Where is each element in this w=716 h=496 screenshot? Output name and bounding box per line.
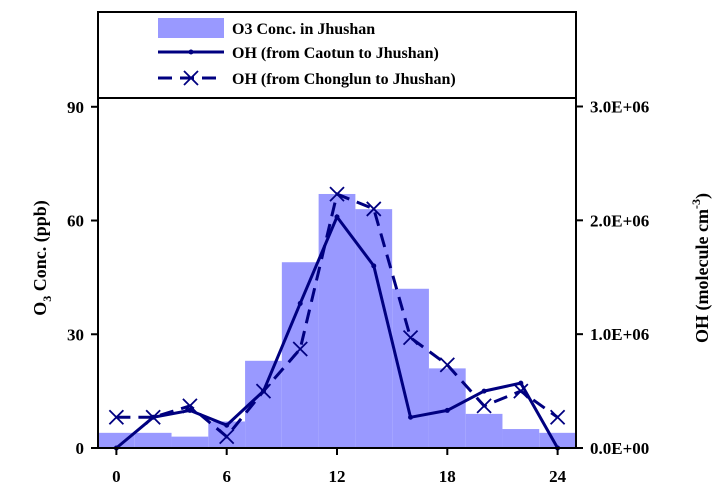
x-tick-label: 24 — [549, 467, 567, 486]
oh-chonglun-point — [513, 383, 529, 399]
oh-chonglun-point — [255, 383, 272, 399]
oh-caotun-point — [444, 407, 450, 413]
y-left-tick-label: 90 — [67, 98, 84, 117]
oh-chonglun-point — [329, 186, 345, 202]
o3-bar — [318, 193, 356, 448]
y-right-tick-label: 0.0E+00 — [590, 439, 649, 458]
oh-chonglun-point — [402, 329, 419, 346]
y-axis-title-right: OH (molecule cm-3) — [689, 193, 713, 343]
x-tick-label: 0 — [112, 467, 121, 486]
oh-caotun-point — [224, 422, 230, 428]
o3-bar — [98, 432, 135, 448]
oh-caotun-point — [187, 407, 193, 413]
o3-bar — [465, 413, 503, 448]
oh-caotun-point — [408, 414, 414, 420]
y-left-tick-label: 30 — [67, 325, 84, 344]
legend-label-oh-chonglun: OH (from Chonglun to Jhushan) — [232, 71, 456, 88]
y-left-tick-label: 0 — [76, 439, 85, 458]
y-left-tick-label: 60 — [67, 212, 84, 231]
legend-swatch-o3-bars — [158, 18, 224, 38]
legend-label-o3: O3 Conc. in Jhushan — [232, 21, 375, 38]
o3-bar — [171, 436, 209, 448]
legend-marker-x — [183, 70, 199, 86]
x-tick-label: 18 — [439, 467, 456, 486]
y-axis-title-left: O3 Conc. (ppb) — [30, 200, 54, 316]
oh-caotun-point — [518, 380, 524, 386]
legend-marker-dot — [188, 49, 194, 55]
legend-label-oh-caotun: OH (from Caotun to Jhushan) — [232, 45, 439, 62]
oh-chonglun-point — [439, 357, 455, 373]
oh-chonglun-point — [145, 409, 161, 425]
x-tick-label: 12 — [329, 467, 346, 486]
o3-bar — [502, 429, 540, 448]
axis-ticks: 0 6 12 18 24 0 30 60 90 0.0E+00 1.0E+06 2.0E+06 3.0E… — [67, 97, 649, 486]
oh-caotun-point — [481, 388, 487, 394]
oh-caotun-point — [371, 263, 377, 269]
y-right-tick-label: 1.0E+06 — [590, 325, 649, 344]
o3-bar — [134, 432, 172, 448]
oh-caotun-point — [297, 300, 303, 306]
x-tick-label: 6 — [222, 467, 231, 486]
oh-chonglun-point — [219, 428, 235, 445]
o3-bar — [539, 432, 576, 448]
oh-chonglun-point — [549, 409, 566, 425]
oh-lines — [108, 186, 566, 451]
legend: O3 Conc. in Jhushan OH (from Caotun to J… — [158, 18, 456, 88]
oh-caotun-point — [334, 214, 340, 220]
oh-chonglun-point — [366, 201, 382, 217]
oh-chonglun-point — [476, 398, 492, 414]
o3-bar — [355, 209, 393, 448]
y-right-tick-label: 2.0E+06 — [590, 211, 649, 230]
y-right-tick-label: 3.0E+06 — [590, 97, 649, 116]
oh-chonglun-point — [182, 398, 198, 414]
oh-chonglun-point — [292, 341, 308, 357]
o3-bars — [98, 193, 576, 448]
oh-chonglun-point — [108, 409, 125, 425]
